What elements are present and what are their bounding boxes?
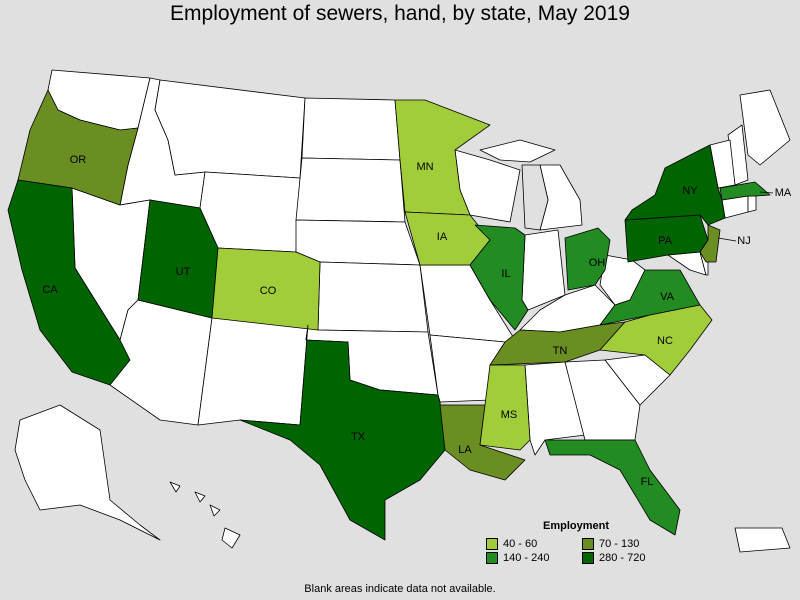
state-labels: OR CA UT CO TX MN IA IL LA MS TN OH VA N… [42, 154, 792, 488]
state-il[interactable] [469, 224, 529, 331]
label-oh: OH [589, 257, 606, 269]
state-nd[interactable] [301, 97, 401, 161]
legend-label: 280 - 720 [599, 552, 646, 564]
label-fl: FL [641, 476, 654, 488]
leader-nj [717, 237, 737, 242]
state-ms[interactable] [479, 364, 531, 451]
label-mn: MN [416, 161, 433, 173]
state-nc[interactable] [599, 304, 713, 376]
legend-label: 40 - 60 [503, 538, 538, 550]
legend-swatch [582, 552, 594, 564]
territory-pr[interactable] [734, 527, 791, 553]
label-co: CO [260, 285, 277, 297]
state-oh[interactable] [564, 227, 611, 291]
legend-item: 70 - 130 [582, 538, 678, 550]
state-or[interactable] [17, 89, 139, 206]
label-ma: MA [775, 187, 792, 199]
label-tn: TN [553, 345, 568, 357]
state-mt[interactable] [154, 79, 306, 179]
footnote: Blank areas indicate data not available. [304, 583, 496, 595]
legend-grid: 40 - 60 70 - 130 140 - 240 280 - 720 [486, 538, 686, 564]
legend-title: Employment [542, 520, 609, 532]
state-mn[interactable] [394, 99, 491, 216]
state-ga[interactable] [564, 359, 641, 441]
lake-michigan [521, 164, 549, 231]
label-ut: UT [176, 266, 191, 278]
state-ny[interactable] [624, 144, 726, 226]
data-states [7, 89, 771, 541]
map-title: Employment of sewers, hand, by state, Ma… [170, 2, 630, 25]
legend-label: 70 - 130 [599, 538, 640, 550]
label-il: IL [501, 268, 510, 280]
state-ca[interactable] [7, 179, 131, 386]
state-ri[interactable] [747, 195, 757, 213]
state-tx[interactable] [239, 324, 446, 541]
blank-states [14, 69, 791, 553]
state-ne[interactable] [295, 219, 421, 266]
state-ar[interactable] [429, 334, 506, 403]
state-hi[interactable] [169, 481, 241, 549]
legend-swatch [486, 538, 498, 550]
state-sd[interactable] [295, 157, 406, 223]
legend-item: 40 - 60 [486, 538, 582, 550]
label-ny: NY [682, 185, 698, 197]
legend-item: 280 - 720 [582, 552, 678, 564]
state-nm[interactable] [197, 317, 309, 426]
legend: Employment 40 - 60 70 - 130 140 - 240 28… [486, 520, 686, 564]
state-fl[interactable] [544, 439, 681, 536]
label-ia: IA [437, 231, 448, 243]
label-nc: NC [657, 335, 673, 347]
great-lakes [521, 164, 549, 231]
label-pa: PA [658, 235, 673, 247]
label-or: OR [70, 154, 87, 166]
state-co[interactable] [211, 247, 321, 331]
leader-ma [759, 191, 774, 194]
state-in[interactable] [521, 229, 566, 311]
label-ms: MS [501, 409, 518, 421]
legend-label: 140 - 240 [503, 552, 550, 564]
state-ak[interactable] [14, 404, 161, 541]
legend-swatch [582, 538, 594, 550]
legend-swatch [486, 552, 498, 564]
label-la: LA [458, 444, 472, 456]
label-nj: NJ [737, 235, 750, 247]
label-tx: TX [351, 431, 366, 443]
state-ks[interactable] [317, 261, 429, 333]
state-me[interactable] [739, 89, 791, 166]
label-va: VA [660, 291, 675, 303]
state-mi-up[interactable] [479, 139, 556, 163]
label-ca: CA [42, 284, 58, 296]
state-nj[interactable] [699, 224, 721, 263]
state-ma[interactable] [719, 181, 771, 201]
state-wy[interactable] [199, 171, 301, 253]
legend-item: 140 - 240 [486, 552, 582, 564]
